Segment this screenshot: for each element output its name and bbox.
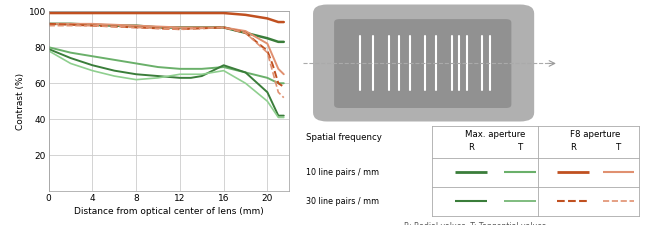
Text: Max. aperture: Max. aperture <box>465 130 526 139</box>
Text: T: T <box>517 143 523 152</box>
Text: 30 line pairs / mm: 30 line pairs / mm <box>306 197 379 206</box>
X-axis label: Distance from optical center of lens (mm): Distance from optical center of lens (mm… <box>74 207 264 216</box>
Text: R: R <box>570 143 576 152</box>
Text: 10 line pairs / mm: 10 line pairs / mm <box>306 168 379 177</box>
Text: T: T <box>616 143 621 152</box>
Text: R: R <box>468 143 474 152</box>
Text: R: Radial values  T: Tangential values: R: Radial values T: Tangential values <box>404 222 545 225</box>
FancyBboxPatch shape <box>313 4 534 122</box>
FancyBboxPatch shape <box>334 19 512 108</box>
Text: Spatial frequency: Spatial frequency <box>306 133 382 142</box>
Text: F8 aperture: F8 aperture <box>571 130 621 139</box>
Y-axis label: Contrast (%): Contrast (%) <box>16 73 25 130</box>
